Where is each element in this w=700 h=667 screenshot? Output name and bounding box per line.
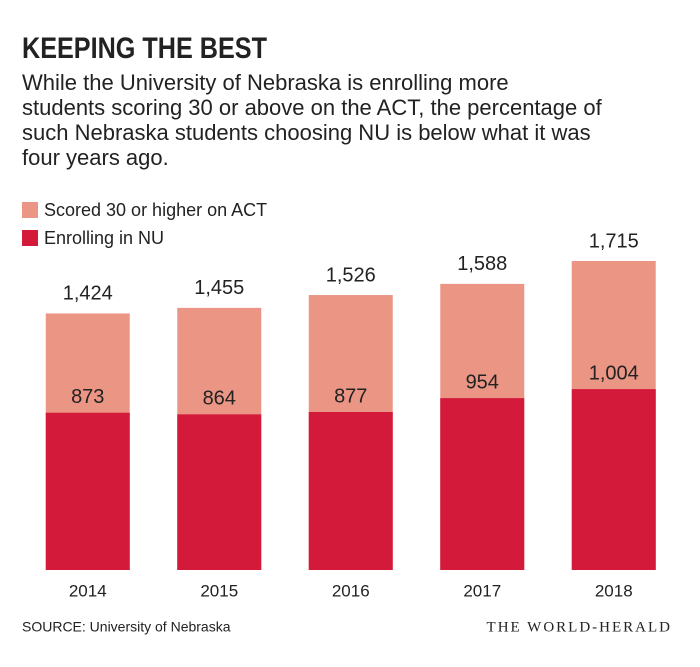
legend-swatch — [22, 202, 38, 218]
legend-label: Scored 30 or higher on ACT — [44, 200, 267, 220]
x-tick-label: 2016 — [332, 581, 370, 600]
x-tick-label: 2018 — [595, 581, 633, 600]
subtitle: such Nebraska students choosing NU is be… — [22, 120, 591, 145]
bar — [45, 412, 130, 570]
subtitle: students scoring 30 or above on the ACT,… — [22, 95, 603, 120]
bar — [571, 389, 656, 570]
subtitle: four years ago. — [22, 145, 169, 170]
legend-label: Enrolling in NU — [44, 228, 164, 248]
bar — [440, 398, 525, 570]
value-label: 1,424 — [63, 283, 113, 305]
value-label: 1,004 — [589, 362, 639, 384]
subtitle: While the University of Nebraska is enro… — [22, 70, 509, 95]
bar — [177, 414, 262, 570]
x-tick-label: 2015 — [200, 581, 238, 600]
value-label: 1,526 — [326, 264, 376, 286]
x-tick-label: 2014 — [69, 581, 107, 600]
bar — [308, 411, 393, 570]
value-label: 1,715 — [589, 230, 639, 252]
credit: THE WORLD-HERALD — [487, 619, 672, 635]
chart-title: KEEPING THE BEST — [22, 32, 267, 65]
value-label: 954 — [466, 371, 499, 393]
value-label: 877 — [334, 385, 367, 407]
value-label: 1,455 — [194, 277, 244, 299]
value-label: 864 — [203, 388, 236, 410]
x-tick-label: 2017 — [463, 581, 501, 600]
legend-swatch — [22, 230, 38, 246]
source: SOURCE: University of Nebraska — [22, 619, 231, 635]
value-label: 873 — [71, 386, 104, 408]
value-label: 1,588 — [457, 253, 507, 275]
